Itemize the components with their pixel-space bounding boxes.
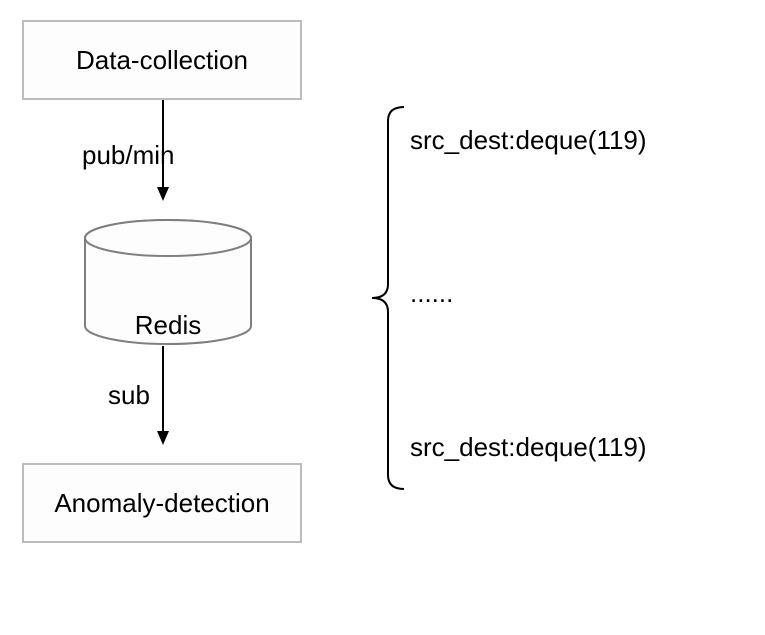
node-anomaly-detection-label: Anomaly-detection (54, 488, 269, 519)
node-data-collection: Data-collection (22, 20, 302, 100)
node-redis: Redis (83, 218, 253, 346)
brace-icon (370, 105, 406, 491)
node-anomaly-detection: Anomaly-detection (22, 463, 302, 543)
edge-sub-label: sub (108, 380, 150, 411)
brace-label-top: src_dest:deque(119) (410, 125, 647, 156)
edge-pub-label: pub/min (82, 140, 175, 171)
node-data-collection-label: Data-collection (76, 45, 248, 76)
edge-sub (153, 346, 173, 445)
brace-label-middle: ...... (410, 278, 453, 309)
brace-label-bottom: src_dest:deque(119) (410, 432, 647, 463)
node-redis-label: Redis (83, 310, 253, 341)
